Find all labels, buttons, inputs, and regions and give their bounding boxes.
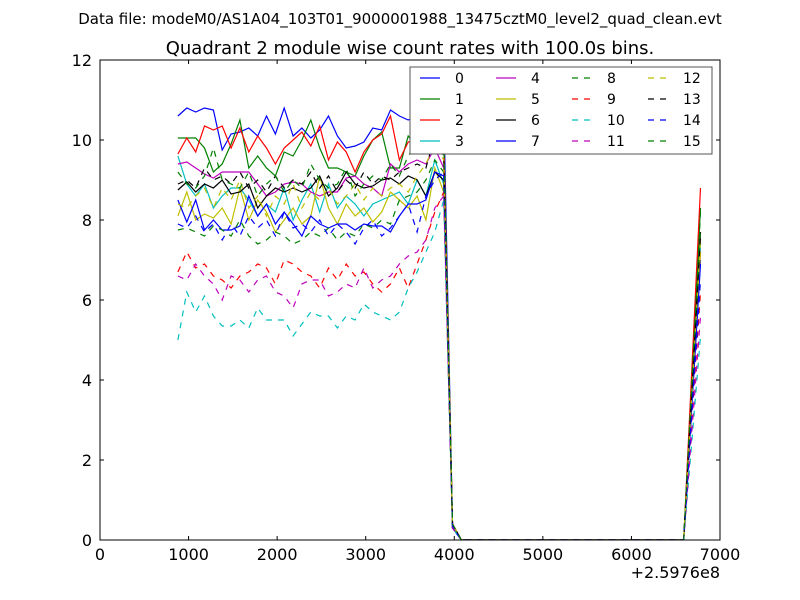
y-tick-label: 8 — [82, 211, 92, 230]
x-tick-label: 2000 — [257, 545, 298, 564]
y-tick-label: 6 — [82, 291, 92, 310]
x-tick-label: 7000 — [700, 545, 741, 564]
series-line-14 — [177, 170, 702, 540]
legend-label-9: 9 — [607, 92, 616, 108]
legend-label-6: 6 — [531, 113, 540, 129]
legend-label-0: 0 — [455, 71, 464, 87]
legend-label-2: 2 — [455, 113, 464, 129]
y-tick-label: 10 — [72, 131, 92, 150]
y-tick-label: 2 — [82, 451, 92, 470]
legend-label-15: 15 — [683, 134, 701, 150]
series-line-6 — [177, 170, 702, 540]
series-layer — [177, 86, 702, 540]
legend-label-7: 7 — [531, 134, 540, 150]
legend-label-13: 13 — [683, 92, 701, 108]
legend-label-5: 5 — [531, 92, 540, 108]
series-line-3 — [177, 155, 702, 540]
legend-label-14: 14 — [683, 113, 701, 129]
x-tick-label: 1000 — [168, 545, 209, 564]
series-line-5 — [177, 165, 702, 540]
x-tick-label: 5000 — [522, 545, 563, 564]
legend-box — [409, 66, 713, 155]
legend-label-12: 12 — [683, 71, 701, 87]
legend-label-8: 8 — [607, 71, 616, 87]
chart-suptitle: Data file: modeM0/AS1A04_103T01_90000019… — [78, 10, 722, 29]
legend-label-3: 3 — [455, 134, 464, 150]
series-line-11 — [177, 194, 702, 540]
x-offset-label: +2.5976e8 — [631, 563, 720, 582]
y-tick-label: 0 — [82, 531, 92, 550]
y-tick-label: 4 — [82, 371, 92, 390]
series-line-10 — [177, 199, 702, 540]
series-line-13 — [177, 134, 702, 540]
series-line-15 — [177, 114, 702, 540]
legend-label-10: 10 — [607, 113, 625, 129]
series-line-9 — [177, 191, 702, 540]
legend-label-1: 1 — [455, 92, 464, 108]
legend-label-4: 4 — [531, 71, 540, 87]
x-tick-label: 6000 — [611, 545, 652, 564]
x-tick-label: 3000 — [345, 545, 386, 564]
x-tick-label: 4000 — [434, 545, 475, 564]
x-tick-label: 0 — [95, 545, 105, 564]
chart-title: Quadrant 2 module wise count rates with … — [166, 38, 655, 59]
series-line-8 — [177, 158, 702, 540]
y-tick-label: 12 — [72, 51, 92, 70]
legend-label-11: 11 — [607, 134, 625, 150]
